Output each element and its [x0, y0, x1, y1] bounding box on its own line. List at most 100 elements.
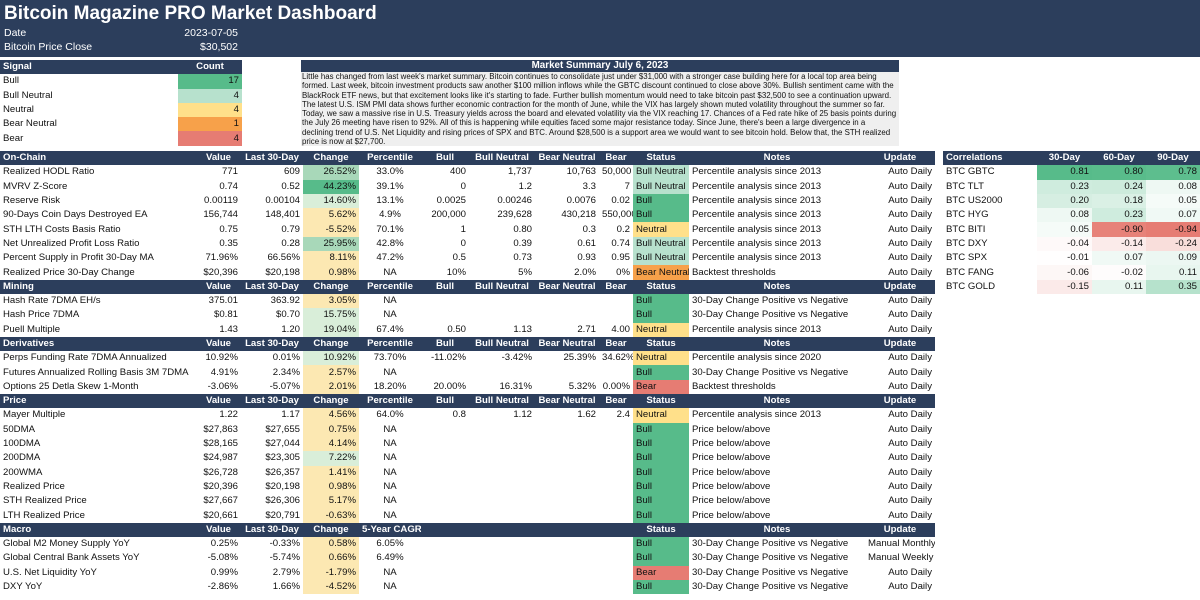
onchain-header-row: On-Chain Value Last 30-Day Change Percentile…: [0, 151, 935, 166]
notes-cell: 30-Day Change Positive vs Negative: [692, 295, 849, 307]
macro-row: DXY YoY -2.86% 1.66% -4.52% NA Bull 30-Day Cha…: [0, 579, 935, 595]
correlations-header-cell: Correlations: [943, 151, 1037, 166]
metric-cell: [535, 508, 599, 522]
metric-cell: -2.86%: [207, 581, 238, 593]
macro-header-cell: [535, 522, 599, 538]
metric-name: LTH Realized Price: [3, 509, 85, 521]
metric-cell: [535, 365, 599, 379]
metric-cell: [599, 437, 633, 451]
metric-cell: 66.56%: [267, 252, 300, 264]
signal-label: Bear Neutral: [3, 118, 57, 130]
onchain-row: Reserve Risk 0.00119 0.00104 14.60% 13.1% 0.0…: [0, 193, 935, 209]
notes-cell: Percentile analysis since 2013: [692, 166, 822, 178]
correlation-pair: BTC FANG: [946, 266, 994, 278]
metric-name: U.S. Net Liquidity YoY: [3, 566, 97, 578]
notes-cell: Price below/above: [692, 480, 771, 492]
notes-cell: Percentile analysis since 2013: [692, 223, 822, 235]
correlation-row: BTC BITI 0.05 -0.90 -0.94: [943, 222, 1200, 237]
metric-name: STH LTH Costs Basis Ratio: [3, 223, 121, 235]
metric-cell: [535, 551, 599, 565]
metric-cell: [599, 480, 633, 494]
correlation-value: 0.09: [1146, 251, 1200, 266]
metric-name: Mayer Multiple: [3, 409, 66, 421]
metric-name: DXY YoY: [3, 581, 43, 593]
correlation-pair: BTC DXY: [946, 237, 988, 249]
correlation-value: -0.06: [1037, 265, 1092, 280]
metric-cell: 1,737: [507, 166, 532, 178]
metric-cell: 73.70%: [373, 352, 407, 364]
update-cell: Auto Daily: [888, 409, 932, 421]
metric-cell: NA: [383, 581, 397, 593]
correlation-pair: BTC GOLD: [946, 280, 996, 292]
status-badge: Bull: [633, 579, 689, 595]
metric-cell: [469, 451, 535, 465]
mining-header-cell: Bull: [421, 279, 469, 294]
metric-cell: NA: [383, 266, 397, 278]
macro-header-cell: Change: [303, 522, 359, 538]
status-badge: Bull: [633, 436, 689, 452]
macro-header-cell: [421, 522, 469, 538]
metric-cell: [469, 551, 535, 565]
onchain-row: MVRV Z-Score 0.74 0.52 44.23% 39.1% 0 1.2 3.3 7 B…: [0, 179, 935, 194]
metric-cell: [535, 494, 599, 508]
signal-count: 4: [178, 102, 242, 118]
derivatives-header-cell: Change: [303, 336, 359, 352]
dashboard-header: Bitcoin Magazine PRO Market Dashboard Da…: [0, 0, 1200, 57]
metric-cell: [469, 365, 535, 379]
macro-row: U.S. Net Liquidity YoY 0.99% 2.79% -1.79% NA…: [0, 565, 935, 580]
update-cell: Auto Daily: [888, 295, 932, 307]
metric-cell: 13.1%: [376, 195, 404, 207]
metric-cell: 1.13: [513, 323, 532, 335]
change-cell: 0.66%: [303, 551, 359, 566]
metric-cell: [599, 294, 633, 308]
metric-cell: 5%: [518, 266, 532, 278]
metric-name: Futures Annualized Rolling Basis 3M 7DMA: [3, 366, 189, 378]
macro-header-cell: [599, 522, 633, 538]
macro-header-cell: Update: [865, 522, 935, 538]
notes-cell: Price below/above: [692, 423, 771, 435]
correlation-value: 0.05: [1037, 222, 1092, 237]
update-cell: Auto Daily: [888, 480, 932, 492]
metric-name: 200WMA: [3, 466, 43, 478]
metric-cell: 1.17: [281, 409, 300, 421]
update-cell: Auto Daily: [888, 209, 932, 221]
notes-cell: 30-Day Change Positive vs Negative: [692, 552, 849, 564]
status-badge: Bull: [633, 208, 689, 223]
metric-cell: NA: [383, 309, 397, 321]
metric-cell: NA: [383, 452, 397, 464]
metric-cell: 0.00%: [602, 380, 630, 392]
change-cell: -5.52%: [303, 222, 359, 237]
correlation-value: -0.15: [1037, 279, 1092, 294]
update-cell: Auto Daily: [888, 180, 932, 192]
notes-cell: Price below/above: [692, 466, 771, 478]
metric-cell: $20,791: [265, 509, 300, 521]
signal-count: 17: [178, 74, 242, 89]
correlation-value: -0.90: [1092, 222, 1146, 237]
correlation-row: BTC US2000 0.20 0.18 0.05: [943, 193, 1200, 209]
derivatives-header-cell: Bull Neutral: [469, 336, 535, 352]
metric-cell: [421, 423, 469, 437]
onchain-header-cell: Percentile: [359, 151, 421, 166]
metric-cell: 3.3: [582, 180, 596, 192]
metric-cell: 0%: [616, 266, 630, 278]
change-cell: 4.56%: [303, 408, 359, 423]
count-header: Count: [178, 60, 242, 75]
metric-cell: NA: [383, 495, 397, 507]
status-badge: Bear: [633, 565, 689, 580]
change-cell: 0.75%: [303, 422, 359, 437]
metric-cell: [535, 537, 599, 551]
update-cell: Auto Daily: [888, 323, 932, 335]
metric-cell: [535, 466, 599, 480]
metric-cell: [421, 494, 469, 508]
metric-cell: 0.01%: [272, 352, 300, 364]
metric-cell: -5.08%: [207, 552, 238, 564]
metric-cell: $27,863: [203, 423, 238, 435]
metric-cell: [599, 466, 633, 480]
metric-name: 100DMA: [3, 438, 41, 450]
metric-cell: NA: [383, 366, 397, 378]
price-row: 200DMA $24,987 $23,305 7.22% NA Bull Price bel…: [0, 451, 935, 466]
correlation-pair: BTC HYG: [946, 209, 989, 221]
status-badge: Bear: [633, 379, 689, 395]
macro-row: Global M2 Money Supply YoY 0.25% -0.33% 0.5…: [0, 537, 935, 552]
change-cell: 0.58%: [303, 537, 359, 552]
